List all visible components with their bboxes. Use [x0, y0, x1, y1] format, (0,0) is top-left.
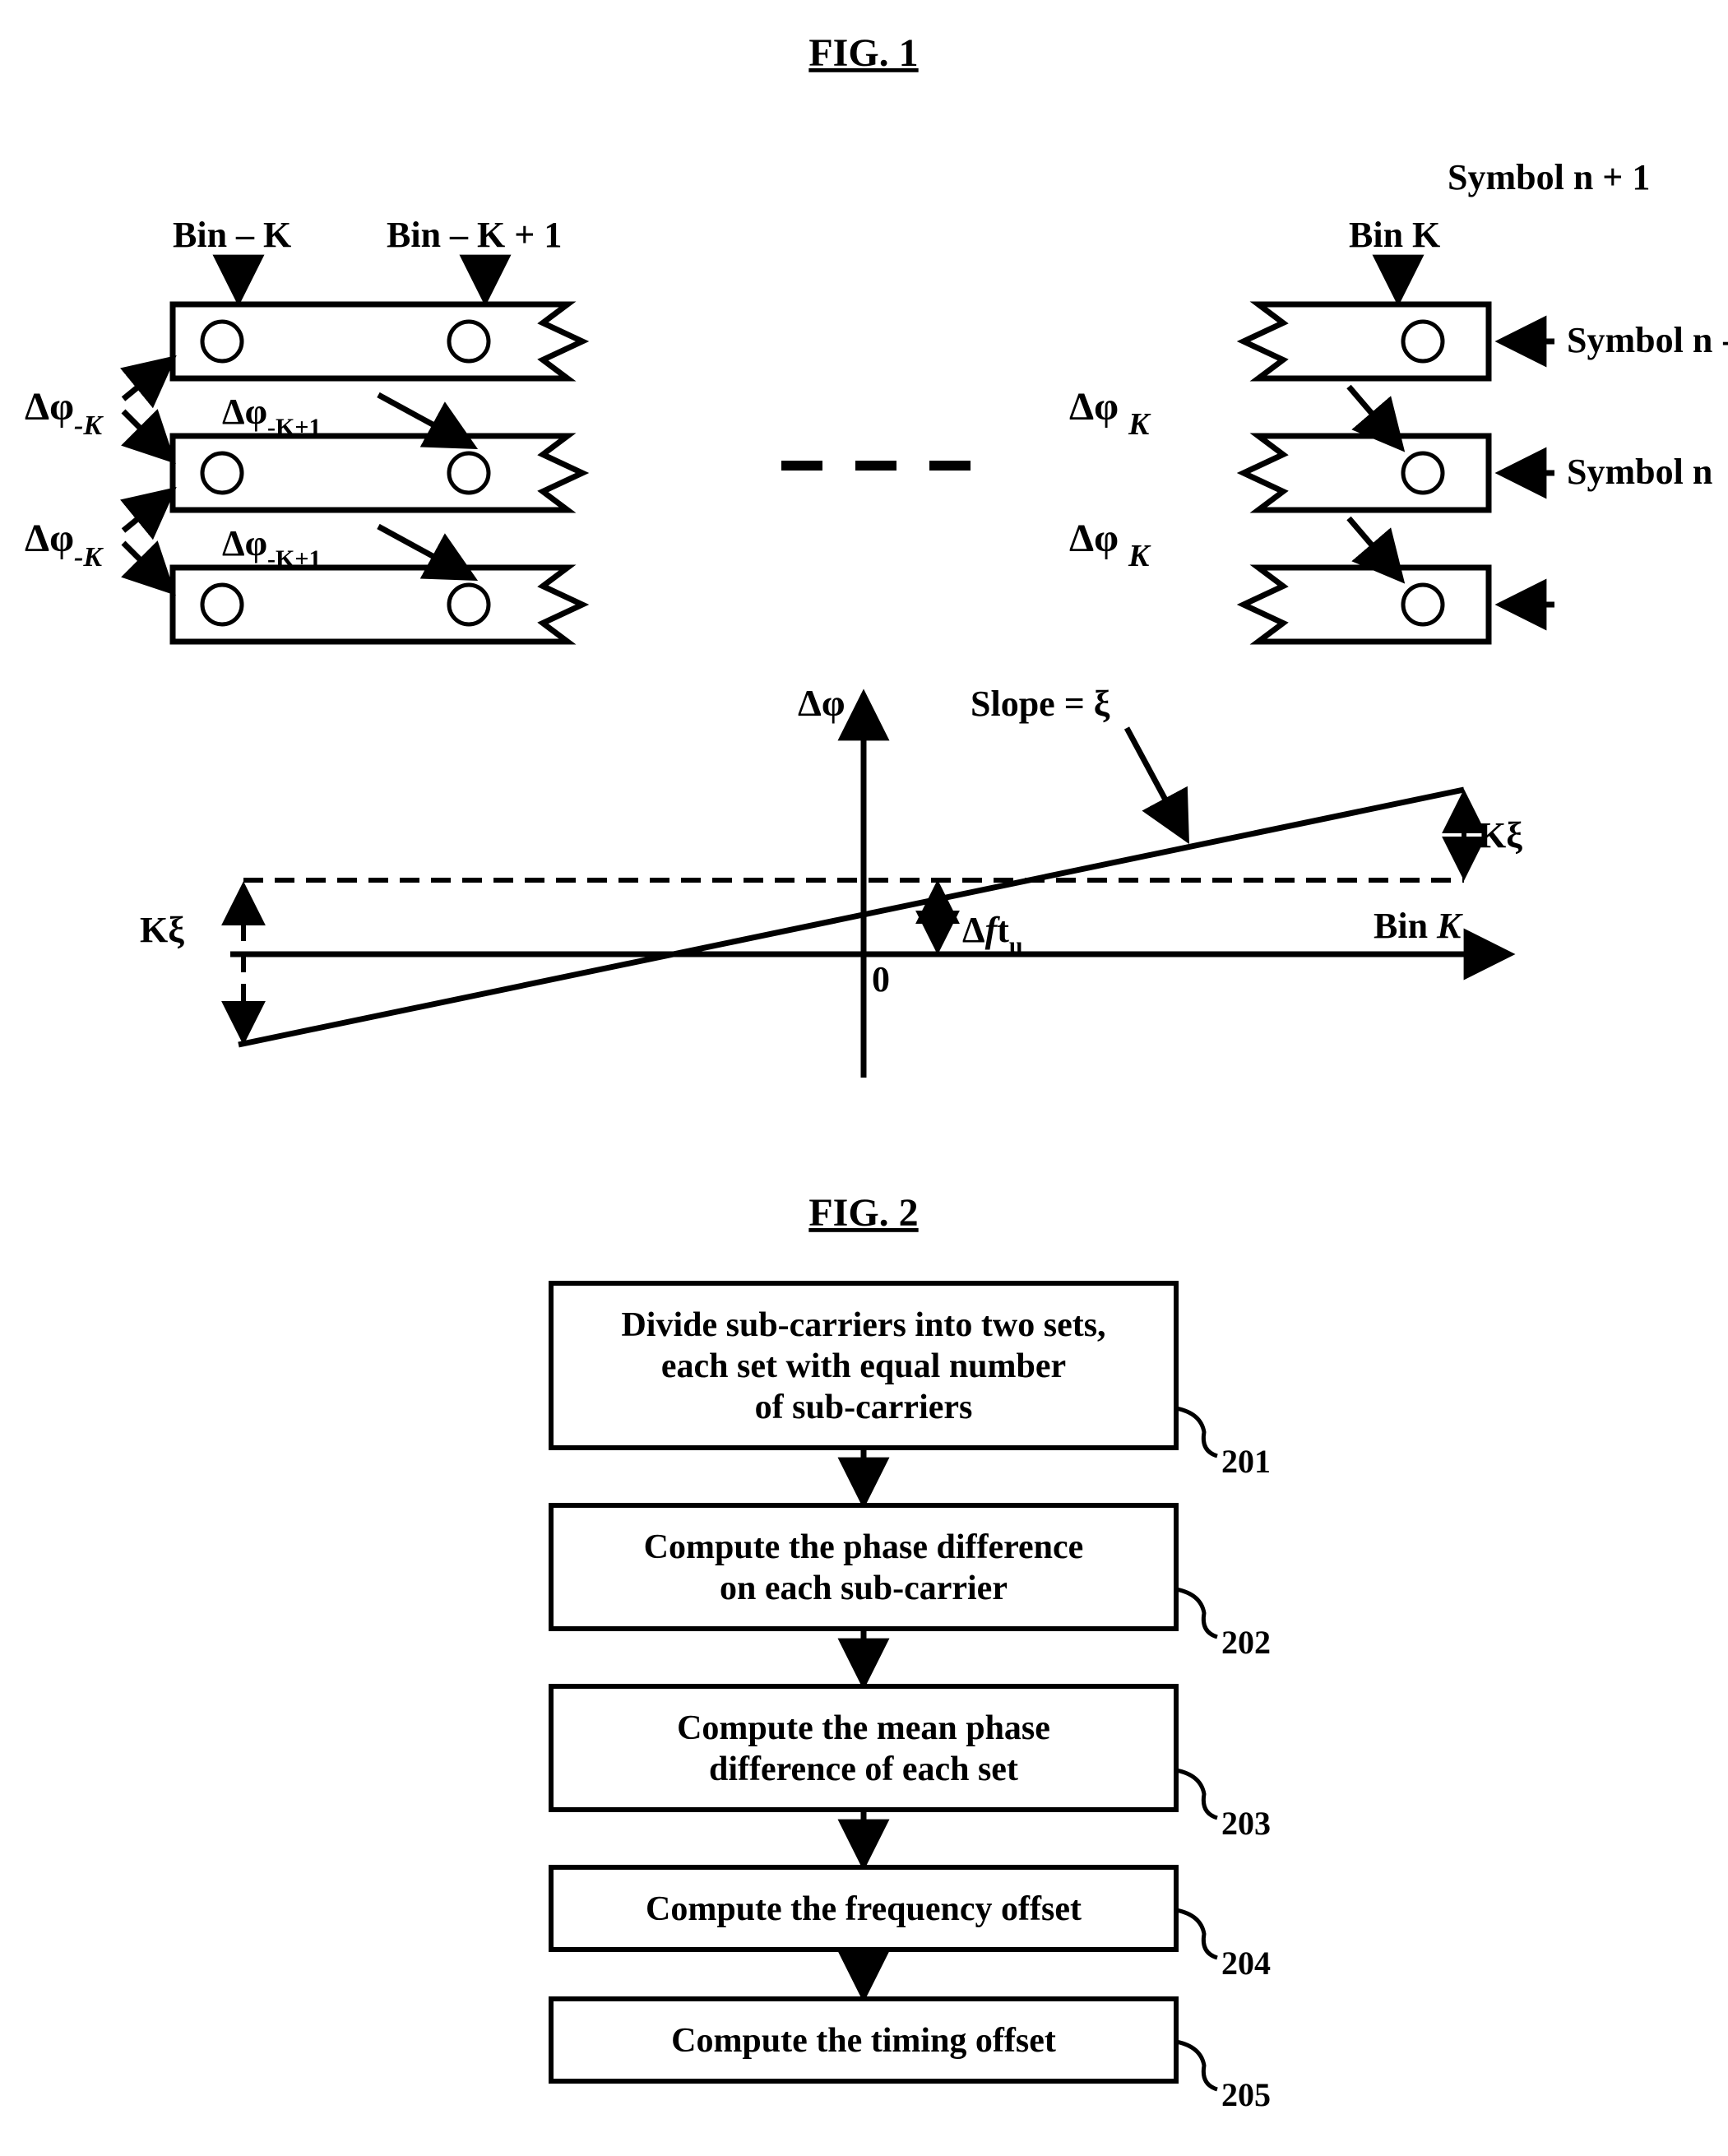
graph-origin: 0 — [872, 959, 890, 999]
flow-ref-brace — [1176, 1408, 1217, 1456]
label-bin-minus-k: Bin – K — [173, 215, 291, 255]
bin-circle — [449, 453, 489, 493]
flow-ref-number: 202 — [1221, 1624, 1271, 1661]
flowchart: Divide sub-carriers into two sets,each s… — [551, 1283, 1271, 2113]
svg-text:ΔφK: Δφ K — [1069, 385, 1151, 442]
bin-circle — [449, 585, 489, 624]
flow-step-text: Compute the mean phase — [677, 1709, 1050, 1747]
graph-yaxis-label: Δφ — [798, 682, 845, 724]
graph-slope-line — [239, 790, 1464, 1045]
bin-circle — [1403, 453, 1443, 493]
kxi-right-label: Kξ — [1478, 815, 1522, 855]
dphi-k-a: Δφ — [1069, 385, 1119, 429]
dphi-minus-k-group: Δφ-K Δφ-K — [25, 362, 169, 588]
bin-circle — [202, 585, 242, 624]
figure-1-title: FIG. 1 — [808, 31, 918, 75]
symbol-rows — [173, 304, 1489, 642]
dphi-minus-k-main: Δφ — [25, 385, 74, 429]
bin-circle — [1403, 585, 1443, 624]
dphi-mk1-a: Δφ — [222, 392, 267, 432]
dphi-mk1-a-sub: -K+1 — [267, 414, 321, 441]
svg-text:Δφ-K: Δφ-K — [25, 385, 104, 441]
bin-circle — [1403, 322, 1443, 361]
flow-step-text: Divide sub-carriers into two sets, — [621, 1306, 1105, 1344]
symbol-left-block — [173, 304, 582, 378]
dphi-minus-k-sub: -K — [74, 410, 104, 441]
flow-step-text: on each sub-carrier — [720, 1569, 1008, 1607]
flow-ref-number: 201 — [1221, 1443, 1271, 1480]
graph-xaxis-label: Bin K — [1374, 906, 1463, 946]
flow-ref-brace — [1176, 2042, 1217, 2089]
dphi-mk1-b: Δφ — [222, 523, 267, 563]
symbol-left-block — [173, 568, 582, 642]
flow-step-text: difference of each set — [709, 1750, 1018, 1788]
svg-text:ΔφK: Δφ K — [1069, 517, 1151, 573]
bin-circle — [449, 322, 489, 361]
flow-step-text: of sub-carriers — [755, 1389, 973, 1426]
bin-circle — [202, 453, 242, 493]
label-symbol-nm1: Symbol n - 1 — [1567, 320, 1728, 360]
figure-2-title: FIG. 2 — [808, 1191, 918, 1235]
flow-step-box — [551, 1505, 1176, 1629]
flow-ref-number: 203 — [1221, 1805, 1271, 1842]
label-bin-minus-k1: Bin – K + 1 — [387, 215, 562, 255]
flow-step-text: Compute the timing offset — [671, 2022, 1056, 2060]
dphi-k-b-sub: K — [1128, 539, 1151, 573]
dphi-minus-k-sub2: -K — [74, 542, 104, 573]
flow-ref-brace — [1176, 1589, 1217, 1637]
flow-step-text: Compute the phase difference — [644, 1528, 1084, 1566]
flow-step-text: each set with equal number — [661, 1347, 1066, 1385]
flow-ref-number: 204 — [1221, 1945, 1271, 1982]
label-symbol-n1: Symbol n + 1 — [1448, 157, 1650, 197]
svg-text:Δφ-K: Δφ-K — [25, 517, 104, 573]
flow-ref-brace — [1176, 1910, 1217, 1958]
dphi-k-a-sub: K — [1128, 407, 1151, 442]
dphi-k-group: Δφ K Δφ K — [1069, 385, 1398, 576]
dphi-k-b: Δφ — [1069, 517, 1119, 560]
dphi-mk1-b-sub: -K+1 — [267, 545, 321, 573]
dphi-minus-k1-group: Δφ-K+1 Δφ-K+1 — [222, 392, 469, 576]
dphi-minus-k-main2: Δφ — [25, 517, 74, 560]
symbol-right-block — [1244, 436, 1489, 510]
graph-slope-label: Slope = ξ — [971, 684, 1110, 724]
flow-step-box — [551, 1686, 1176, 1810]
symbol-left-block — [173, 436, 582, 510]
flow-ref-number: 205 — [1221, 2076, 1271, 2113]
graph-slope-pointer — [1127, 728, 1184, 835]
symbol-right-block — [1244, 304, 1489, 378]
flow-ref-brace — [1176, 1770, 1217, 1818]
symbol-right-block — [1244, 568, 1489, 642]
label-bin-k: Bin K — [1349, 215, 1440, 255]
kxi-left-label: Kξ — [140, 910, 184, 950]
mid-dash — [781, 461, 971, 471]
bin-circle — [202, 322, 242, 361]
label-symbol-n: Symbol n — [1567, 452, 1712, 492]
flow-step-text: Compute the frequency offset — [646, 1890, 1082, 1928]
